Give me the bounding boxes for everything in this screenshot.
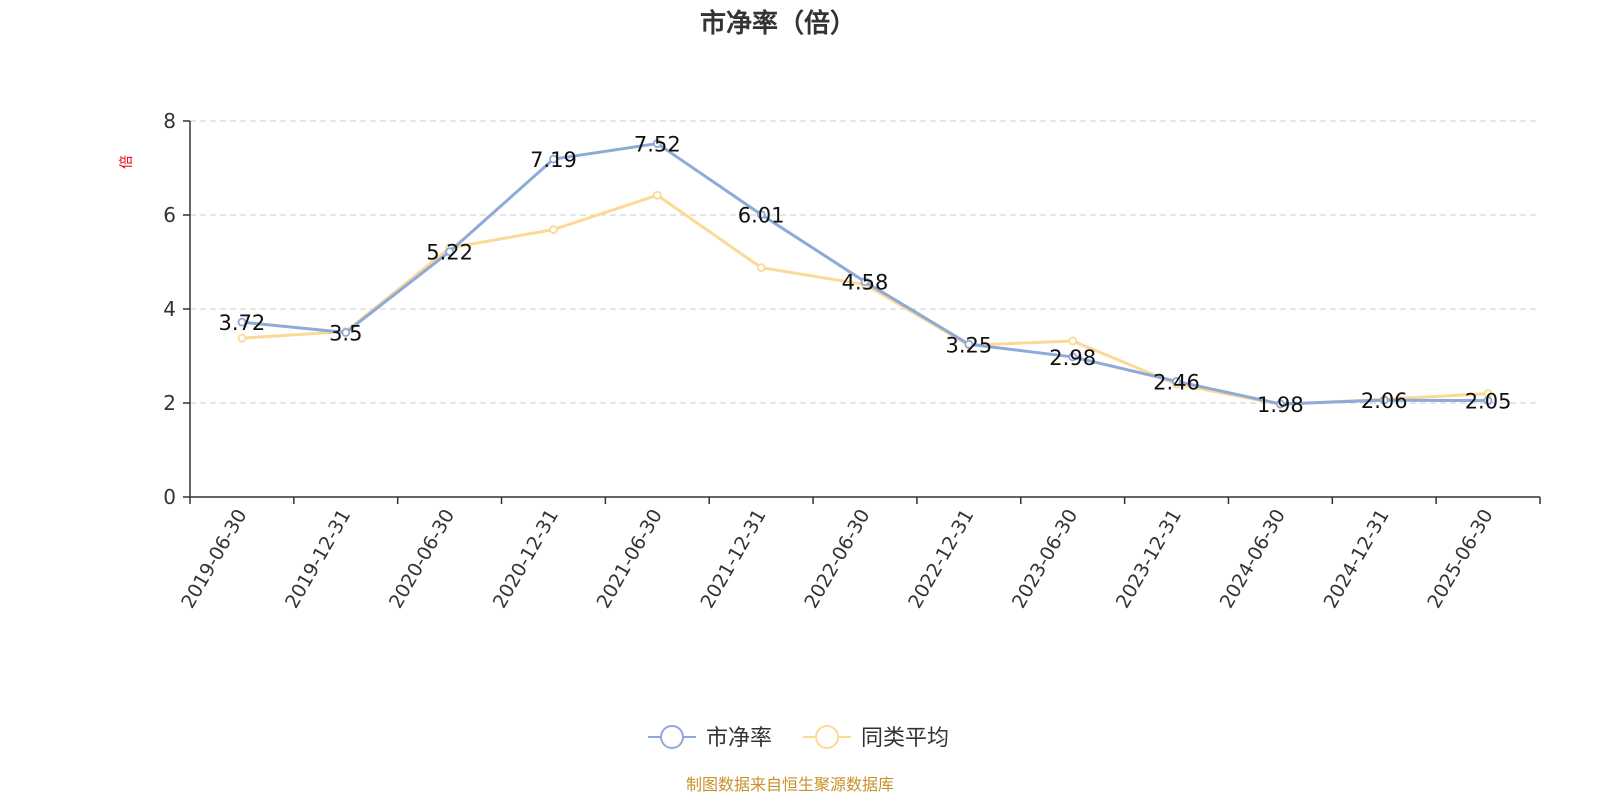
data-label: 5.22 — [426, 241, 473, 265]
x-tick-label: 2024-12-31 — [1319, 506, 1393, 613]
data-point — [1483, 396, 1493, 406]
data-point — [549, 154, 558, 164]
data-point — [756, 210, 766, 219]
y-tick-label: 8 — [163, 109, 176, 133]
x-tick-label: 2022-06-30 — [800, 506, 874, 613]
y-tick-label: 0 — [163, 485, 176, 509]
y-tick-label: 6 — [163, 203, 176, 227]
x-tick-label: 2020-06-30 — [385, 505, 459, 612]
series-line — [241, 193, 1489, 406]
gridlines — [190, 120, 1540, 404]
y-tick-label: 2 — [163, 391, 176, 415]
data-label: 3.25 — [945, 333, 992, 357]
y-axis-unit: 倍 — [119, 155, 135, 169]
data-label: 3.72 — [219, 311, 266, 335]
data-label: 2.05 — [1465, 390, 1512, 414]
data-point — [1379, 395, 1389, 405]
series-lines — [237, 139, 1493, 409]
legend-label: 同类平均 — [861, 726, 949, 751]
x-tick-label: 2023-12-31 — [1112, 506, 1186, 613]
source-note: 制图数据来自恒生聚源数据库 — [686, 775, 894, 794]
data-point — [756, 263, 766, 273]
data-label: 1.98 — [1257, 393, 1304, 417]
data-point — [1068, 336, 1078, 346]
data-point — [860, 277, 870, 287]
data-label: 2.46 — [1153, 370, 1200, 394]
data-label: 7.52 — [634, 133, 681, 157]
data-point — [549, 225, 558, 234]
x-tick-label: 2019-06-30 — [177, 506, 251, 613]
chart-title: 市净率（倍） — [700, 8, 856, 39]
data-point — [237, 317, 247, 327]
data-point — [237, 333, 247, 343]
data-point — [445, 247, 455, 257]
data-labels: 3.72 3.5 5.22 7.19 7.52 6.01 4.58 3.25 2.98 2.46 1… — [219, 133, 1512, 417]
data-point — [1275, 399, 1285, 409]
x-tick-label: 2019-12-31 — [281, 506, 355, 613]
legend-marker-icon — [660, 725, 684, 749]
data-point — [652, 190, 662, 200]
data-label: 7.19 — [530, 148, 577, 172]
x-tick-label: 2023-06-30 — [1008, 506, 1082, 613]
legend: 市净率 同类平均 — [648, 725, 949, 751]
axes: 0 2 4 6 8 2019-06-30 2019-12-31 2020-06-30 2020-… — [163, 109, 1541, 613]
data-point — [1172, 376, 1181, 386]
data-point — [341, 328, 351, 337]
x-tick-label: 2020-12-31 — [489, 506, 563, 613]
data-label: 2.98 — [1049, 346, 1096, 370]
data-label: 3.5 — [329, 322, 362, 346]
data-label: 6.01 — [738, 204, 785, 228]
data-point — [1068, 352, 1078, 362]
x-tick-label: 2021-06-30 — [593, 506, 667, 613]
data-label: 4.58 — [842, 271, 889, 295]
data-point — [652, 139, 662, 148]
x-tick-label: 2022-12-31 — [904, 506, 978, 613]
legend-label: 市净率 — [706, 726, 772, 751]
legend-marker-icon — [815, 725, 839, 749]
x-tick-label: 2025-06-30 — [1423, 506, 1497, 613]
x-tick-label: 2021-12-31 — [696, 506, 770, 613]
y-tick-label: 4 — [163, 297, 176, 321]
data-point — [964, 339, 974, 349]
data-label: 2.06 — [1361, 389, 1408, 413]
x-tick-label: 2024-06-30 — [1216, 506, 1290, 613]
